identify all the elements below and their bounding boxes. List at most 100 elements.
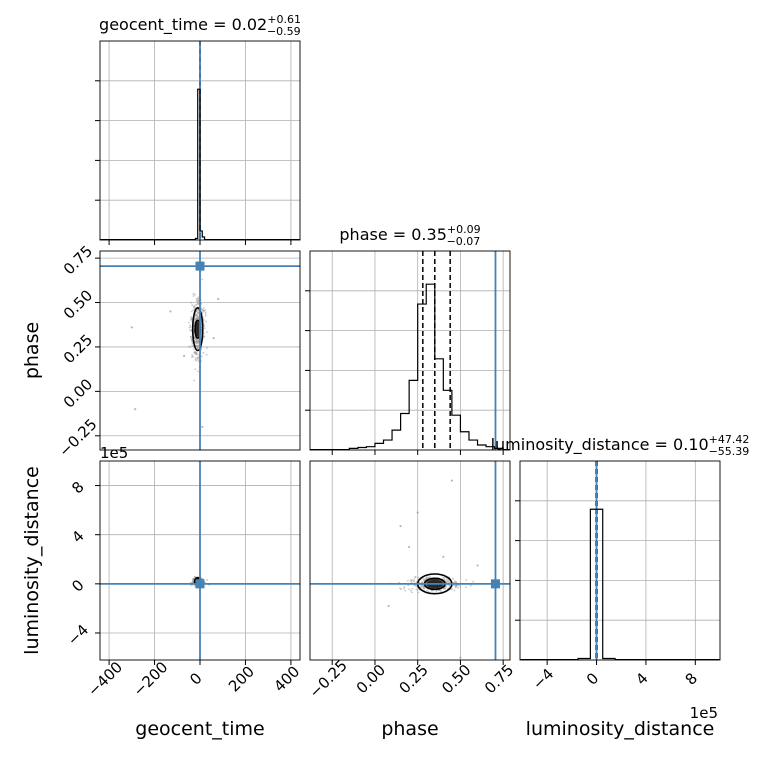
- panel-frame: [309, 460, 511, 661]
- sample-point: [404, 589, 407, 592]
- sample-point: [192, 305, 195, 308]
- x-tick-label: −4: [529, 665, 557, 693]
- sample-point: [192, 292, 195, 295]
- sample-point: [197, 302, 199, 305]
- sample-point: [469, 584, 472, 587]
- title-param: geocent_time: [99, 15, 208, 35]
- panel-frame: [99, 40, 301, 241]
- sample-point: [188, 326, 191, 329]
- sample-point: [387, 604, 390, 608]
- sample-point: [202, 323, 205, 325]
- sample-point: [205, 320, 207, 323]
- title-lower-error: −0.07: [447, 235, 481, 248]
- title-eq: =: [388, 225, 412, 244]
- sample-point: [195, 359, 198, 362]
- truth-marker: [195, 261, 205, 271]
- sample-point: [191, 344, 193, 347]
- sample-point: [194, 356, 197, 359]
- title-eq: =: [649, 435, 673, 454]
- title-lower-error: −55.39: [709, 445, 750, 458]
- sample-point: [417, 576, 420, 579]
- sample-point: [134, 408, 137, 411]
- sample-point: [459, 656, 462, 659]
- sample-point: [206, 578, 208, 581]
- sample-point: [193, 575, 196, 578]
- panel-frame: [99, 250, 301, 451]
- sample-point: [465, 579, 468, 582]
- sample-point: [188, 346, 191, 348]
- sample-point: [201, 425, 204, 429]
- panel-plot-area: [310, 461, 510, 660]
- y-axis-label: phase: [21, 322, 43, 379]
- sample-point: [202, 307, 205, 310]
- panel-frame: [309, 250, 511, 451]
- sample-point: [203, 327, 206, 330]
- sample-point: [194, 293, 196, 296]
- y-offset-label: 1e5: [100, 444, 128, 462]
- sample-point: [190, 301, 192, 304]
- sample-point: [192, 295, 195, 297]
- sample-point: [191, 354, 193, 356]
- sample-point: [196, 317, 198, 320]
- sample-point: [206, 347, 208, 350]
- y-tick-label: 0.25: [60, 331, 96, 367]
- x-tick-label: −200: [130, 658, 172, 700]
- sample-point: [201, 311, 204, 314]
- sample-point: [406, 579, 409, 582]
- x-tick-label: 400: [270, 663, 303, 696]
- sample-point: [452, 577, 454, 580]
- sample-point: [203, 335, 206, 338]
- sample-point: [190, 326, 192, 328]
- sample-point: [412, 579, 415, 582]
- title-median: 0.10: [673, 435, 709, 454]
- sample-point: [417, 591, 420, 594]
- sample-point: [190, 338, 193, 341]
- y-axis-label: luminosity_distance: [21, 466, 43, 655]
- sample-point: [192, 348, 195, 351]
- sample-point: [415, 588, 418, 591]
- sample-point: [407, 584, 410, 587]
- sample-point: [454, 580, 456, 583]
- x-tick-label: 8: [682, 669, 701, 688]
- sample-point: [201, 355, 203, 358]
- y-tick-label: 8: [68, 478, 87, 497]
- sample-point: [459, 586, 462, 588]
- panel-frame: [519, 460, 721, 661]
- sample-point: [197, 298, 199, 301]
- sample-point: [423, 587, 426, 590]
- sample-point: [450, 479, 453, 482]
- sample-point: [205, 353, 208, 356]
- sample-point: [204, 309, 207, 312]
- x-tick-label: −0.25: [306, 656, 351, 701]
- panel-plot-area: [100, 251, 300, 450]
- sample-point: [444, 585, 447, 588]
- sample-point: [419, 585, 422, 588]
- sample-point: [465, 586, 467, 589]
- histogram-bars: [577, 508, 616, 660]
- sample-point: [212, 336, 215, 340]
- sample-point: [201, 278, 204, 281]
- x-offset-label: 1e5: [690, 704, 718, 722]
- sample-point: [413, 578, 416, 580]
- y-tick-label: −4: [64, 621, 92, 649]
- y-tick-label: 0.75: [60, 242, 96, 278]
- sample-point: [195, 352, 198, 355]
- sample-point: [197, 308, 200, 311]
- sample-point: [453, 589, 456, 592]
- density-contour: [191, 307, 204, 352]
- sample-point: [440, 589, 442, 591]
- sample-point: [197, 344, 199, 347]
- x-tick-label: 0.75: [481, 661, 517, 697]
- sample-point: [457, 586, 459, 589]
- title-upper-error: +0.09: [447, 223, 481, 236]
- sample-point: [403, 586, 406, 588]
- sample-point: [193, 351, 196, 353]
- sample-point: [423, 579, 425, 582]
- sample-point: [400, 588, 402, 591]
- sample-point: [195, 310, 198, 313]
- sample-point: [446, 580, 449, 583]
- truth-marker: [195, 579, 205, 589]
- sample-point: [408, 545, 411, 549]
- sample-point: [195, 303, 198, 306]
